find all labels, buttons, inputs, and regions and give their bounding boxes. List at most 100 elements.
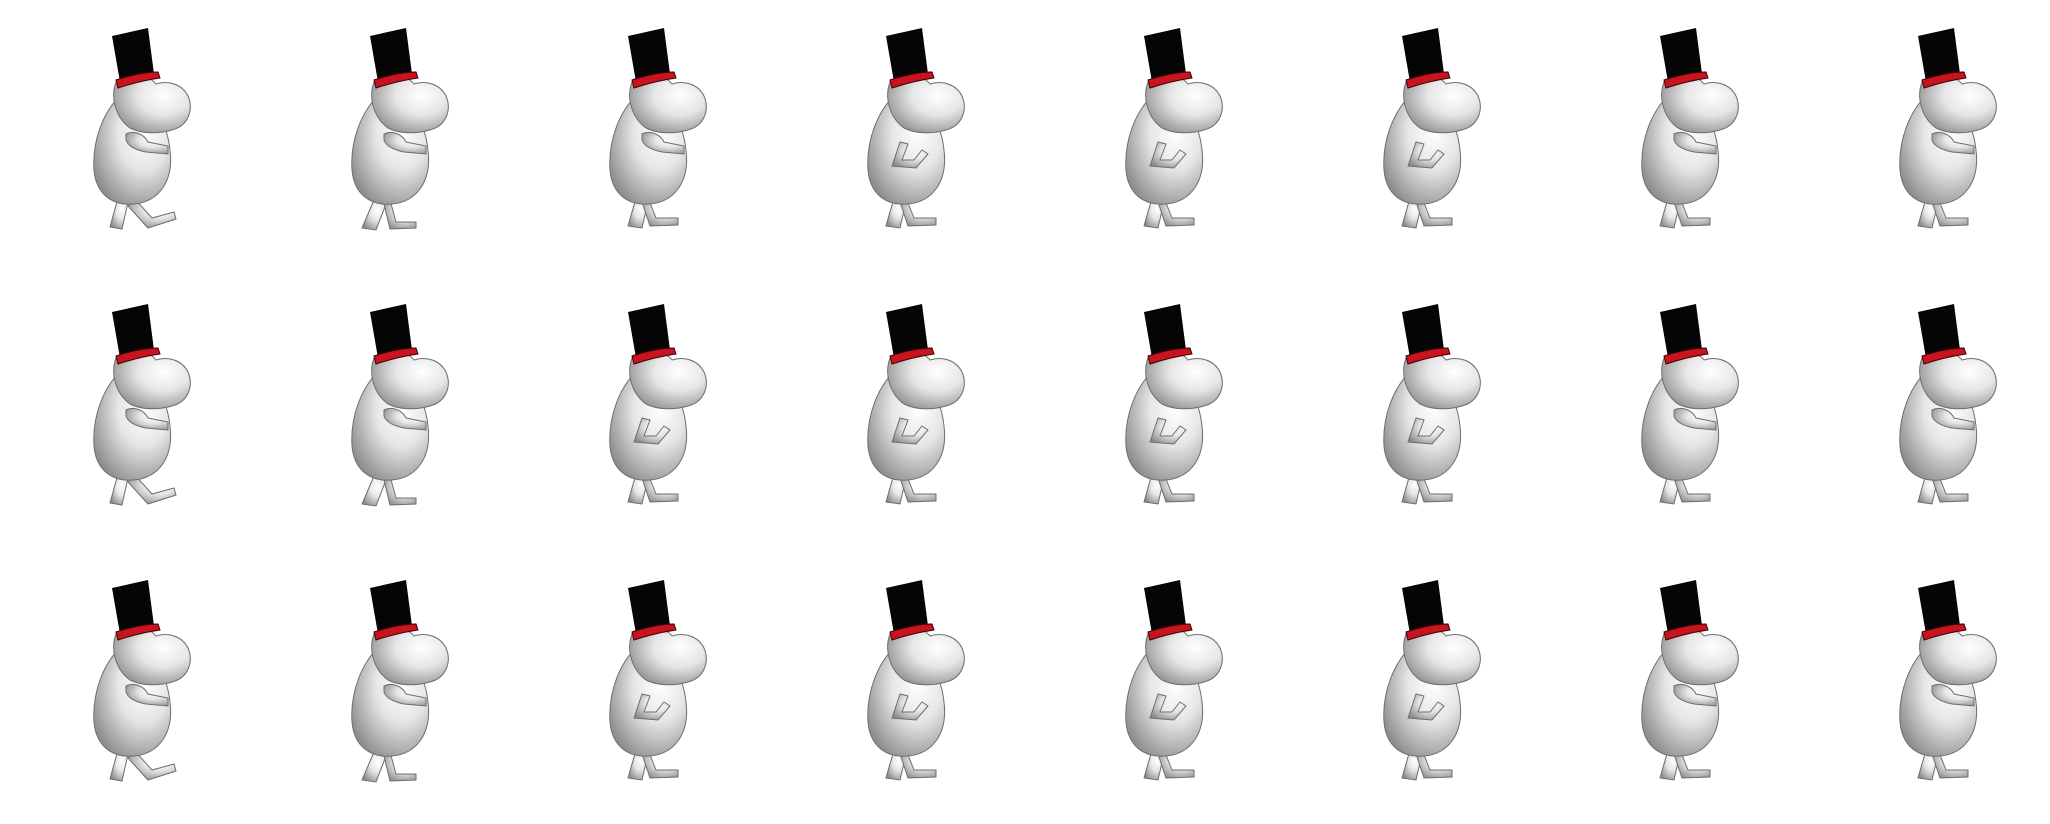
head [1145, 627, 1223, 686]
arm [383, 683, 427, 707]
arm [383, 131, 427, 155]
head [1661, 351, 1739, 410]
top-hat-icon [1660, 580, 1702, 634]
animation-frame [1888, 298, 2018, 538]
character-sprite [1899, 304, 1997, 505]
top-hat-icon [112, 580, 154, 634]
head [629, 75, 707, 134]
character-sprite [1125, 580, 1223, 781]
arm [1149, 693, 1187, 721]
animation-frame [340, 574, 470, 814]
hat-band [1147, 623, 1193, 641]
character-sprite [867, 28, 965, 229]
arm [1931, 683, 1975, 707]
character-sprite [1125, 304, 1223, 505]
animation-frame [1114, 22, 1244, 262]
character-sprite [1383, 580, 1481, 781]
head [1919, 627, 1997, 686]
hat-band [1405, 71, 1451, 89]
top-hat-icon [1402, 28, 1444, 82]
top-hat-icon [628, 580, 670, 634]
hat-band [115, 623, 161, 641]
animation-frame [856, 298, 986, 538]
head [113, 351, 191, 410]
top-hat-icon [1144, 28, 1186, 82]
character-sprite [351, 28, 449, 231]
animation-frame [1888, 22, 2018, 262]
character-sprite [93, 580, 191, 782]
hat-band [631, 71, 677, 89]
hat-band [889, 347, 935, 365]
character-sprite [1899, 28, 1997, 229]
character-sprite [1383, 28, 1481, 229]
head [371, 351, 449, 410]
top-hat-icon [886, 28, 928, 82]
hat-band [373, 71, 419, 89]
arm [1407, 693, 1445, 721]
hat-band [373, 623, 419, 641]
animation-frame [82, 22, 212, 262]
arm [1673, 407, 1717, 431]
arm [125, 407, 169, 431]
head [1145, 351, 1223, 410]
top-hat-icon [1402, 304, 1444, 358]
animation-frame [340, 298, 470, 538]
character-sprite [351, 304, 449, 507]
top-hat-icon [1918, 28, 1960, 82]
head [1661, 75, 1739, 134]
head [629, 627, 707, 686]
character-sprite [609, 28, 707, 229]
animation-frame [1630, 574, 1760, 814]
head [887, 351, 965, 410]
top-hat-icon [370, 304, 412, 358]
top-hat-icon [628, 304, 670, 358]
character-sprite [93, 28, 191, 230]
top-hat-icon [1918, 580, 1960, 634]
character-sprite [1125, 28, 1223, 229]
arm [891, 417, 929, 445]
character-sprite [867, 304, 965, 505]
animation-frame [1372, 298, 1502, 538]
head [113, 627, 191, 686]
top-hat-icon [370, 28, 412, 82]
head [629, 351, 707, 410]
head [1919, 351, 1997, 410]
animation-frame [1630, 298, 1760, 538]
hat-band [1147, 347, 1193, 365]
animation-frame [856, 22, 986, 262]
hat-band [1405, 347, 1451, 365]
legs [1659, 197, 1711, 229]
animation-frame [1114, 298, 1244, 538]
legs [109, 749, 177, 782]
character-sprite [1899, 580, 1997, 781]
top-hat-icon [1144, 580, 1186, 634]
hat-band [1921, 623, 1967, 641]
arm [1931, 131, 1975, 155]
animation-frame [1372, 574, 1502, 814]
hat-band [1405, 623, 1451, 641]
top-hat-icon [112, 28, 154, 82]
hat-band [115, 71, 161, 89]
top-hat-icon [1660, 28, 1702, 82]
arm [1407, 417, 1445, 445]
animation-frame [82, 298, 212, 538]
animation-frame [598, 22, 728, 262]
animation-frame [598, 574, 728, 814]
arm [1407, 141, 1445, 169]
animation-frame [1888, 574, 2018, 814]
arm [1149, 141, 1187, 169]
head [887, 75, 965, 134]
hat-band [1921, 347, 1967, 365]
character-sprite [609, 304, 707, 505]
arm [125, 683, 169, 707]
hat-band [1921, 71, 1967, 89]
character-sprite [867, 580, 965, 781]
arm [641, 131, 685, 155]
head [113, 75, 191, 134]
arm [1673, 131, 1717, 155]
top-hat-icon [1660, 304, 1702, 358]
character-sprite [351, 580, 449, 783]
top-hat-icon [628, 28, 670, 82]
arm [1673, 683, 1717, 707]
top-hat-icon [1144, 304, 1186, 358]
